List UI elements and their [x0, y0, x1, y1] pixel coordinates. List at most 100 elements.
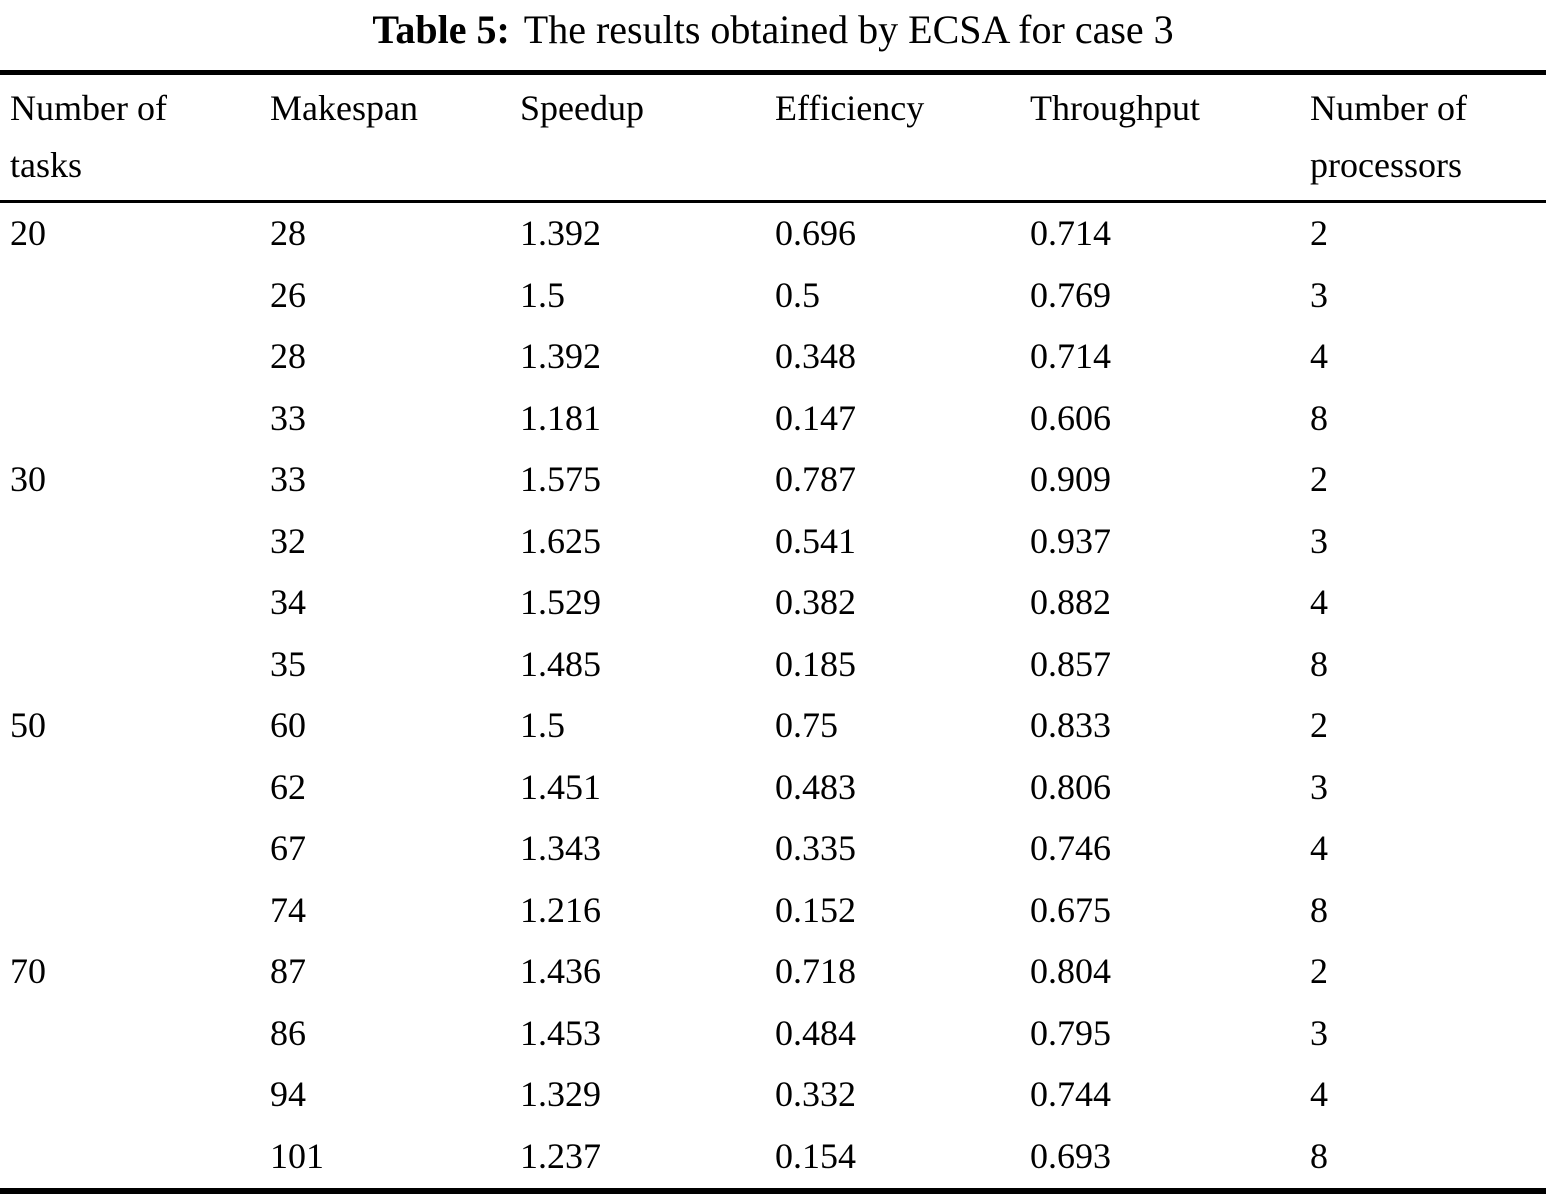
cell-makespan: 33: [270, 397, 306, 438]
cell-speedup: 1.181: [520, 397, 601, 438]
cell-makespan: 101: [270, 1135, 324, 1176]
table-row: 34 1.529 0.382 0.882 4: [0, 572, 1546, 634]
header-separator-rule: [0, 200, 1546, 203]
table-caption-text: The results obtained by ECSA for case 3: [523, 7, 1174, 52]
cell-processors: 3: [1310, 274, 1328, 315]
cell-efficiency: 0.154: [775, 1135, 856, 1176]
cell-makespan: 28: [270, 336, 306, 376]
table-body: 20 28 1.392 0.696 0.714 2 26 1.5 0.5 0.769 3 28 1.39…: [0, 203, 1546, 1188]
cell-tasks: 30: [10, 459, 46, 499]
cell-throughput: 0.744: [1030, 1074, 1111, 1114]
cell-efficiency: 0.348: [775, 336, 856, 376]
cell-processors: 3: [1310, 1012, 1328, 1053]
cell-efficiency: 0.147: [775, 397, 856, 438]
col-header-line: Makespan: [270, 88, 418, 128]
cell-makespan: 32: [270, 520, 306, 561]
table-row: 20 28 1.392 0.696 0.714 2: [0, 203, 1546, 265]
table-row: 94 1.329 0.332 0.744 4: [0, 1064, 1546, 1126]
cell-makespan: 34: [270, 582, 306, 622]
col-header-line: Number of: [10, 88, 167, 128]
cell-speedup: 1.625: [520, 520, 601, 561]
cell-processors: 4: [1310, 828, 1328, 868]
cell-processors: 4: [1310, 1074, 1328, 1114]
cell-tasks: 50: [10, 705, 46, 745]
cell-throughput: 0.857: [1030, 643, 1111, 684]
cell-makespan: 86: [270, 1012, 306, 1053]
col-header-makespan: Makespan: [270, 80, 520, 194]
table-row: 70 87 1.436 0.718 0.804 2: [0, 941, 1546, 1003]
col-header-line: tasks: [10, 145, 82, 185]
cell-speedup: 1.485: [520, 643, 601, 684]
cell-throughput: 0.675: [1030, 889, 1111, 930]
cell-makespan: 28: [270, 213, 306, 253]
table-caption: Table 5: The results obtained by ECSA for…: [0, 6, 1546, 53]
cell-efficiency: 0.718: [775, 951, 856, 991]
cell-processors: 2: [1310, 459, 1328, 499]
cell-throughput: 0.806: [1030, 766, 1111, 807]
cell-makespan: 60: [270, 705, 306, 745]
cell-throughput: 0.795: [1030, 1012, 1111, 1053]
cell-throughput: 0.714: [1030, 336, 1111, 376]
col-header-line: Number of: [1310, 88, 1467, 128]
cell-speedup: 1.529: [520, 582, 601, 622]
cell-speedup: 1.329: [520, 1074, 601, 1114]
cell-makespan: 94: [270, 1074, 306, 1114]
cell-efficiency: 0.483: [775, 766, 856, 807]
table-row: 50 60 1.5 0.75 0.833 2: [0, 695, 1546, 757]
col-header-throughput: Throughput: [1030, 80, 1310, 194]
cell-efficiency: 0.787: [775, 459, 856, 499]
cell-efficiency: 0.382: [775, 582, 856, 622]
cell-efficiency: 0.484: [775, 1012, 856, 1053]
cell-processors: 3: [1310, 766, 1328, 807]
table-row: 26 1.5 0.5 0.769 3: [0, 265, 1546, 327]
table-row: 86 1.453 0.484 0.795 3: [0, 1003, 1546, 1065]
cell-throughput: 0.937: [1030, 520, 1111, 561]
cell-efficiency: 0.152: [775, 889, 856, 930]
cell-makespan: 87: [270, 951, 306, 991]
cell-processors: 8: [1310, 643, 1328, 684]
cell-throughput: 0.693: [1030, 1135, 1111, 1176]
col-header-speedup: Speedup: [520, 80, 775, 194]
table-row: 74 1.216 0.152 0.675 8: [0, 880, 1546, 942]
cell-speedup: 1.575: [520, 459, 601, 499]
cell-speedup: 1.436: [520, 951, 601, 991]
cell-speedup: 1.392: [520, 213, 601, 253]
col-header-tasks: Number of tasks: [10, 80, 270, 194]
cell-makespan: 35: [270, 643, 306, 684]
cell-throughput: 0.714: [1030, 213, 1111, 253]
cell-makespan: 67: [270, 828, 306, 868]
cell-efficiency: 0.332: [775, 1074, 856, 1114]
table-row: 62 1.451 0.483 0.806 3: [0, 757, 1546, 819]
cell-efficiency: 0.75: [775, 705, 838, 745]
cell-efficiency: 0.541: [775, 520, 856, 561]
cell-processors: 2: [1310, 705, 1328, 745]
cell-processors: 8: [1310, 889, 1328, 930]
cell-speedup: 1.453: [520, 1012, 601, 1053]
table-row: 67 1.343 0.335 0.746 4: [0, 818, 1546, 880]
cell-makespan: 62: [270, 766, 306, 807]
col-header-line: Efficiency: [775, 88, 925, 128]
cell-efficiency: 0.335: [775, 828, 856, 868]
cell-tasks: 70: [10, 951, 46, 991]
top-rule: [0, 70, 1546, 75]
table-row: 28 1.392 0.348 0.714 4: [0, 326, 1546, 388]
cell-tasks: 20: [10, 213, 46, 253]
col-header-line: processors: [1310, 145, 1462, 185]
col-header-processors: Number of processors: [1310, 80, 1546, 194]
table-caption-label: Table 5:: [372, 7, 510, 52]
table-row: 32 1.625 0.541 0.937 3: [0, 511, 1546, 573]
table-row: 33 1.181 0.147 0.606 8: [0, 388, 1546, 450]
cell-processors: 8: [1310, 397, 1328, 438]
cell-efficiency: 0.5: [775, 274, 820, 315]
cell-processors: 2: [1310, 951, 1328, 991]
cell-efficiency: 0.185: [775, 643, 856, 684]
bottom-rule: [0, 1188, 1546, 1194]
cell-efficiency: 0.696: [775, 213, 856, 253]
cell-processors: 8: [1310, 1135, 1328, 1176]
table-row: 35 1.485 0.185 0.857 8: [0, 634, 1546, 696]
cell-speedup: 1.5: [520, 705, 565, 745]
cell-processors: 2: [1310, 213, 1328, 253]
cell-speedup: 1.216: [520, 889, 601, 930]
cell-throughput: 0.882: [1030, 582, 1111, 622]
